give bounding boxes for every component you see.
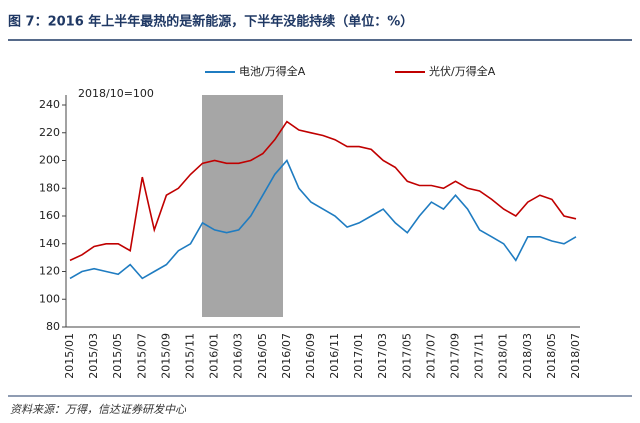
x-tick-label: 2016/03 (232, 333, 245, 379)
y-tick-label: 100 (39, 292, 60, 305)
highlight-region (202, 95, 283, 317)
annotation: 2018/10=100 (78, 87, 154, 100)
x-tick-label: 2018/03 (521, 333, 534, 379)
x-tick-label: 2015/07 (135, 333, 148, 379)
y-tick-label: 120 (39, 265, 60, 278)
x-tick-label: 2017/11 (473, 333, 486, 379)
x-tick-label: 2016/01 (208, 333, 221, 379)
y-tick-label: 220 (39, 126, 60, 139)
x-tick-label: 2016/07 (280, 333, 293, 379)
x-tick-label: 2015/05 (111, 333, 124, 379)
x-tick-label: 2015/01 (63, 333, 76, 379)
x-tick-label: 2015/03 (87, 333, 100, 379)
y-tick-label: 160 (39, 209, 60, 222)
x-tick-label: 2015/11 (183, 333, 196, 379)
series-line (69, 159, 577, 280)
legend-label: 光伏/万得全A (429, 64, 496, 78)
y-tick-label: 80 (46, 320, 60, 333)
x-tick-label: 2017/05 (400, 333, 413, 379)
x-tick-label: 2017/03 (376, 333, 389, 379)
x-tick-label: 2015/09 (159, 333, 172, 379)
legend-label: 电池/万得全A (239, 64, 306, 78)
x-tick-label: 2016/05 (256, 333, 269, 379)
x-tick-label: 2016/11 (328, 333, 341, 379)
x-tick-label: 2018/01 (497, 333, 510, 379)
x-tick-label: 2017/01 (352, 333, 365, 379)
x-tick-label: 2018/05 (545, 333, 558, 379)
y-tick-label: 240 (39, 98, 60, 111)
y-tick-label: 180 (39, 181, 60, 194)
source: 资料来源：万得，信达证券研发中心 (10, 403, 187, 416)
x-tick-label: 2016/09 (304, 333, 317, 379)
series-line (69, 120, 577, 262)
x-tick-label: 2017/09 (449, 333, 462, 379)
y-tick-label: 140 (39, 237, 60, 250)
chart-title: 图 7：2016 年上半年最热的是新能源，下半年没能持续（单位：%） (8, 14, 413, 30)
y-tick-label: 200 (39, 154, 60, 167)
x-tick-label: 2017/07 (424, 333, 437, 379)
x-tick-label: 2018/07 (569, 333, 582, 379)
